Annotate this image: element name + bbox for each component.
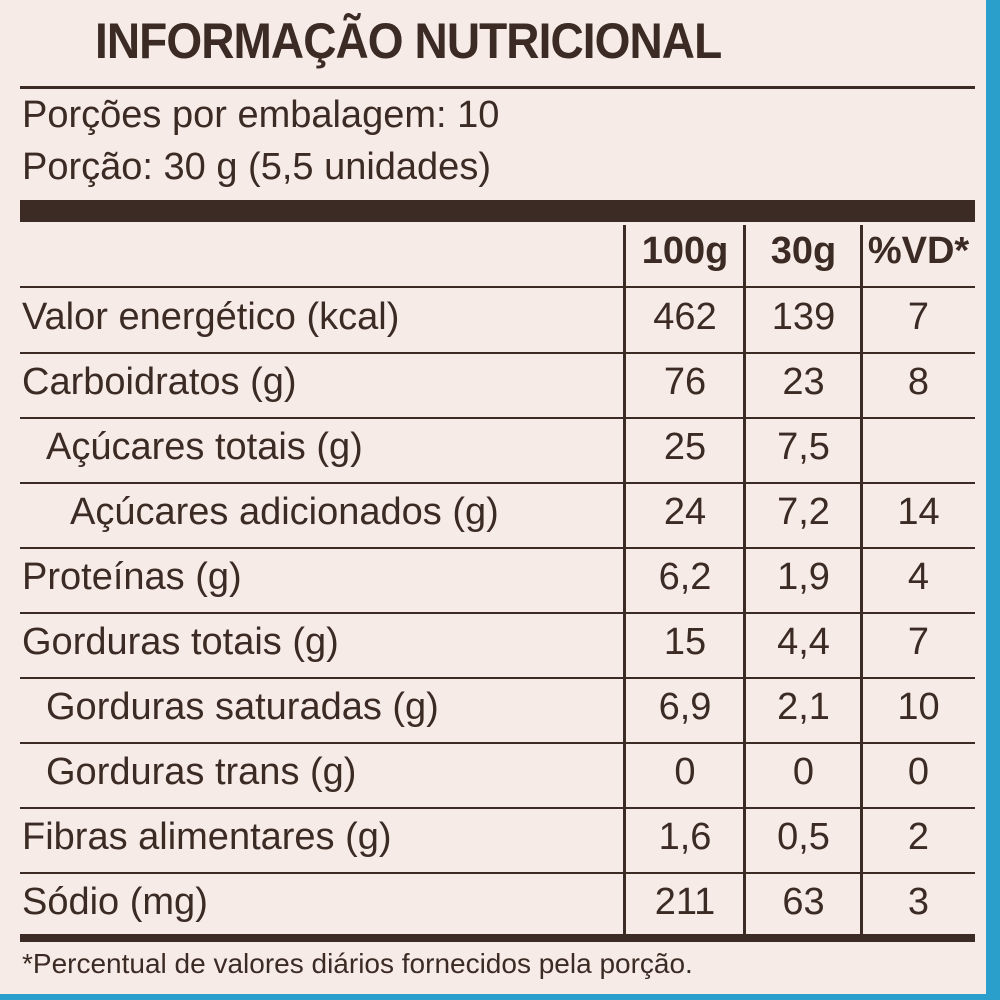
- header-row: 100g 30g %VD*: [20, 222, 975, 288]
- value-vd: 0: [907, 751, 930, 793]
- value-30g: 4,4: [777, 621, 830, 663]
- value-30g: 139: [771, 296, 836, 338]
- value-100g: 15: [663, 621, 707, 663]
- nutrient-label: Gorduras saturadas (g): [46, 686, 439, 728]
- package-edge: [986, 0, 1000, 1000]
- value-30g: 1,9: [777, 556, 830, 598]
- nutrient-label: Carboidratos (g): [22, 361, 297, 403]
- value-vd: 8: [907, 361, 930, 403]
- nutrient-row: Sódio (mg) 211 63 3: [20, 873, 975, 937]
- nutrient-label: Proteínas (g): [22, 556, 242, 598]
- rule: [20, 86, 975, 89]
- value-100g: 462: [653, 296, 717, 338]
- nutrient-label: Fibras alimentares (g): [22, 816, 392, 858]
- title: INFORMAÇÃO NUTRICIONAL: [95, 13, 722, 69]
- value-100g: 0: [674, 751, 696, 793]
- nutrient-row: Proteínas (g) 6,2 1,9 4: [20, 548, 975, 614]
- value-30g: 7,5: [777, 426, 830, 468]
- nutrient-label: Açúcares totais (g): [46, 426, 363, 468]
- column-divider: [623, 225, 626, 935]
- value-vd: 7: [907, 296, 930, 338]
- nutrient-label: Valor energético (kcal): [22, 296, 400, 338]
- value-vd: 3: [907, 881, 930, 923]
- servings-per-package: Porções por embalagem: 10: [22, 94, 500, 136]
- column-header: %VD*: [867, 230, 970, 272]
- value-100g: 24: [663, 491, 707, 533]
- value-vd: 2: [907, 816, 930, 858]
- value-30g: 63: [782, 881, 825, 923]
- column-divider: [743, 225, 746, 935]
- nutrient-label: Gorduras trans (g): [46, 751, 357, 793]
- nutrient-label: Açúcares adicionados (g): [70, 491, 499, 533]
- nutrient-row: Fibras alimentares (g) 1,6 0,5 2: [20, 808, 975, 874]
- column-header: 30g: [770, 230, 837, 272]
- package-edge: [0, 994, 1000, 1000]
- nutrient-row: Gorduras trans (g) 0 0 0: [20, 743, 975, 809]
- value-30g: 7,2: [777, 491, 830, 533]
- nutrient-row: Carboidratos (g) 76 23 8: [20, 353, 975, 419]
- value-vd: 4: [907, 556, 930, 598]
- value-30g: 0,5: [777, 816, 830, 858]
- column-header: 100g: [641, 230, 729, 272]
- value-30g: 2,1: [777, 686, 830, 728]
- nutrient-row: Valor energético (kcal) 462 139 7: [20, 288, 975, 354]
- value-100g: 6,2: [658, 556, 712, 598]
- thick-rule: [20, 200, 975, 222]
- value-vd: 7: [907, 621, 930, 663]
- value-30g: 23: [782, 361, 825, 403]
- nutrient-label: Gorduras totais (g): [22, 621, 339, 663]
- nutrient-row: Gorduras totais (g) 15 4,4 7: [20, 613, 975, 679]
- nutrient-row: Açúcares adicionados (g) 24 7,2 14: [20, 483, 975, 549]
- value-100g: 6,9: [658, 686, 712, 728]
- value-100g: 25: [663, 426, 707, 468]
- column-divider: [860, 225, 863, 935]
- footnote: *Percentual de valores diários fornecido…: [22, 948, 693, 979]
- value-100g: 1,6: [658, 816, 712, 858]
- nutrient-label: Sódio (mg): [22, 881, 208, 923]
- nutrient-row: Açúcares totais (g) 25 7,5: [20, 418, 975, 484]
- value-vd: 14: [897, 491, 940, 533]
- value-30g: 0: [792, 751, 815, 793]
- nutrient-row: Gorduras saturadas (g) 6,9 2,1 10: [20, 678, 975, 744]
- thick-rule: [20, 934, 975, 942]
- value-100g: 211: [654, 881, 716, 923]
- value-100g: 76: [663, 361, 707, 403]
- portion: Porção: 30 g (5,5 unidades): [22, 146, 491, 188]
- value-vd: 10: [897, 686, 940, 728]
